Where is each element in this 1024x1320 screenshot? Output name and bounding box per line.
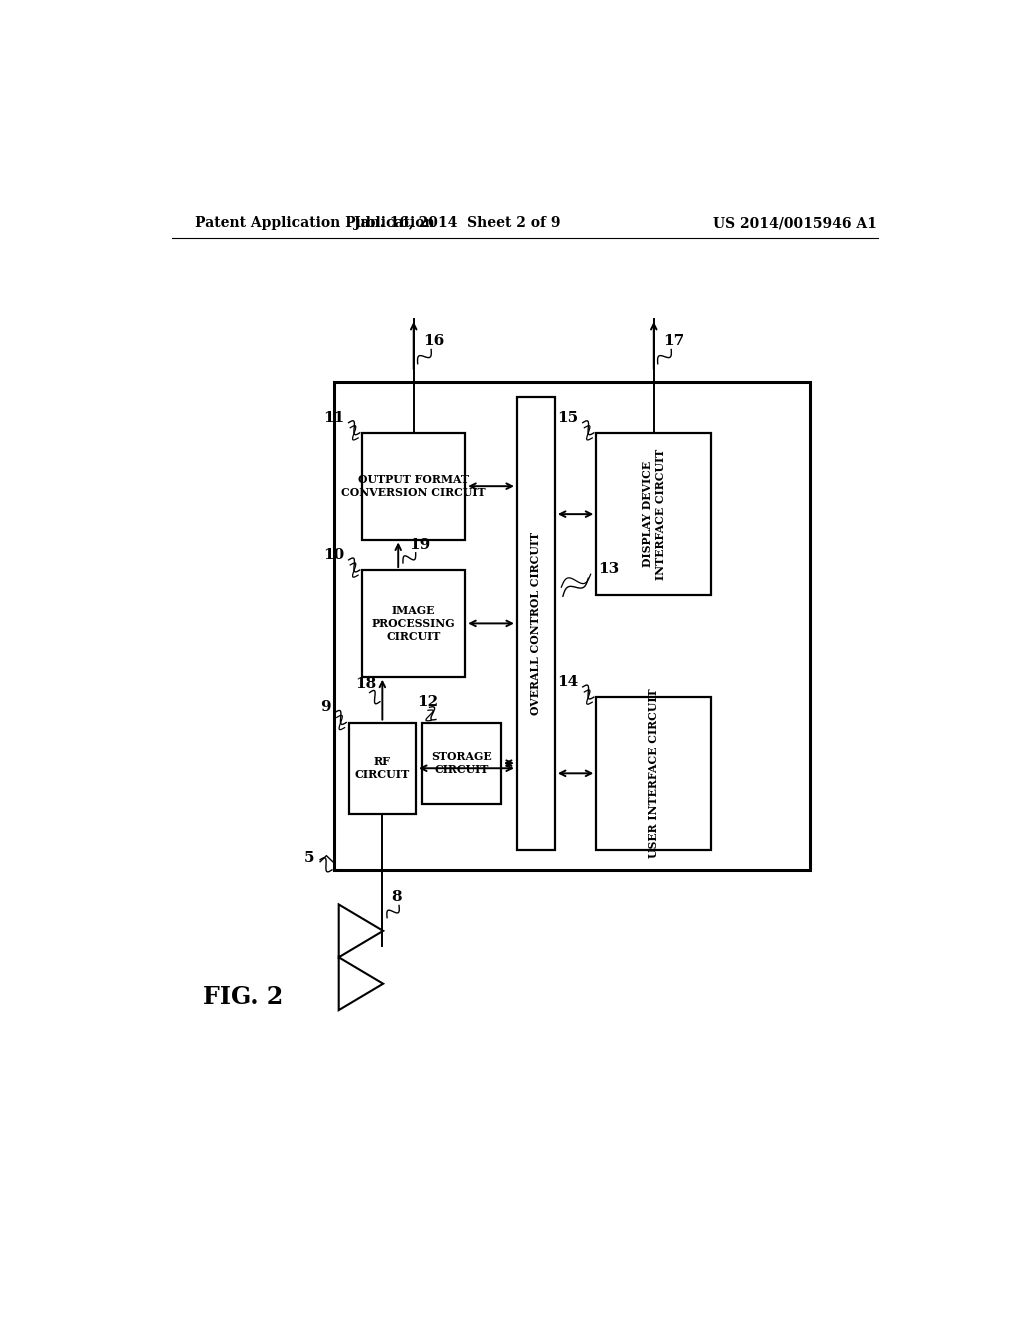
Text: 5: 5 xyxy=(304,850,314,865)
Text: 9: 9 xyxy=(321,700,331,714)
Text: 17: 17 xyxy=(664,334,684,348)
Text: USER INTERFACE CIRCUIT: USER INTERFACE CIRCUIT xyxy=(648,689,659,858)
Text: 13: 13 xyxy=(599,562,620,576)
Text: IMAGE
PROCESSING
CIRCUIT: IMAGE PROCESSING CIRCUIT xyxy=(372,605,456,642)
Text: Jan. 16, 2014  Sheet 2 of 9: Jan. 16, 2014 Sheet 2 of 9 xyxy=(354,216,560,231)
Text: OVERALL CONTROL CIRCUIT: OVERALL CONTROL CIRCUIT xyxy=(530,532,542,715)
Text: 10: 10 xyxy=(324,548,345,562)
Bar xyxy=(334,381,811,870)
Bar xyxy=(348,722,416,814)
Text: US 2014/0015946 A1: US 2014/0015946 A1 xyxy=(713,216,877,231)
Text: FIG. 2: FIG. 2 xyxy=(204,985,284,1008)
Text: 16: 16 xyxy=(423,334,444,348)
Text: Patent Application Publication: Patent Application Publication xyxy=(196,216,435,231)
Text: RF
CIRCUIT: RF CIRCUIT xyxy=(354,756,410,780)
Bar xyxy=(596,433,712,595)
Text: 12: 12 xyxy=(418,696,439,709)
Text: 19: 19 xyxy=(410,537,430,552)
Text: OUTPUT FORMAT
CONVERSION CIRCUIT: OUTPUT FORMAT CONVERSION CIRCUIT xyxy=(341,474,486,498)
Bar xyxy=(362,433,465,540)
Bar xyxy=(362,570,465,677)
Bar xyxy=(422,722,501,804)
Text: 14: 14 xyxy=(557,675,579,689)
Text: DISPLAY DEVICE
INTERFACE CIRCUIT: DISPLAY DEVICE INTERFACE CIRCUIT xyxy=(642,449,666,579)
Text: 15: 15 xyxy=(558,411,579,425)
Text: 18: 18 xyxy=(354,677,376,692)
Bar xyxy=(596,697,712,850)
Text: STORAGE
CIRCUIT: STORAGE CIRCUIT xyxy=(431,751,492,775)
Text: 8: 8 xyxy=(391,890,401,904)
Bar xyxy=(517,397,555,850)
Text: 11: 11 xyxy=(324,411,345,425)
